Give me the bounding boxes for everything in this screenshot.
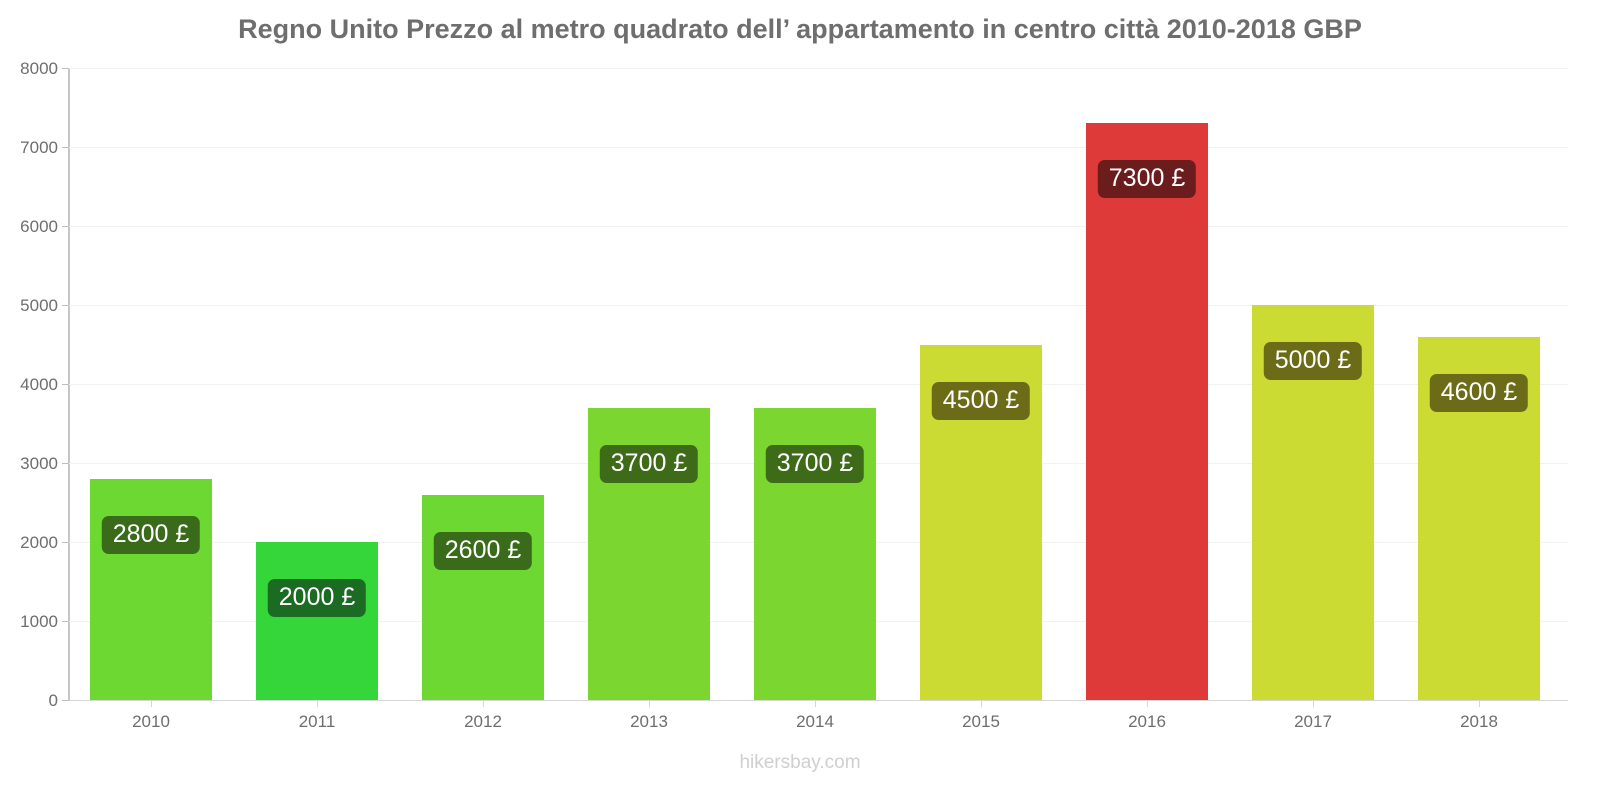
y-axis-tick-label: 7000 xyxy=(20,138,58,157)
x-axis-tick-label-2016: 2016 xyxy=(1128,712,1166,731)
x-axis-tick-mark xyxy=(1479,700,1480,707)
x-axis-tick-mark xyxy=(483,700,484,707)
x-axis-tick-mark xyxy=(1313,700,1314,707)
y-axis-tick-mark xyxy=(62,226,69,227)
y-axis-tick-label: 5000 xyxy=(20,296,58,315)
x-axis-tick-mark xyxy=(151,700,152,707)
bar-value-label: 2600 £ xyxy=(433,531,533,570)
x-axis-tick-mark xyxy=(981,700,982,707)
x-axis-tick-label-2018: 2018 xyxy=(1460,712,1498,731)
y-axis-tick-label: 6000 xyxy=(20,217,58,236)
y-axis-tick-label: 4000 xyxy=(20,375,58,394)
bar-value-label: 5000 £ xyxy=(1263,342,1363,380)
y-axis-tick-label: 3000 xyxy=(20,454,58,473)
x-axis-tick-label-2010: 2010 xyxy=(132,712,170,731)
bar-value-label: 2000 £ xyxy=(267,579,367,617)
bar-2012[interactable]: 2600 £ xyxy=(422,494,544,700)
x-axis-tick-mark xyxy=(649,700,650,707)
x-axis-tick-label-2015: 2015 xyxy=(962,712,1000,731)
y-axis-tick-mark xyxy=(62,384,69,385)
page-title: Regno Unito Prezzo al metro quadrato del… xyxy=(238,14,1362,44)
bar-value-label: 2800 £ xyxy=(101,515,201,554)
bar-value-label: 4600 £ xyxy=(1429,373,1529,412)
y-axis-tick-mark xyxy=(62,147,69,148)
bar-2018[interactable]: 4600 £ xyxy=(1418,336,1540,700)
bar-2015[interactable]: 4500 £ xyxy=(920,344,1042,700)
y-axis-tick-mark xyxy=(62,463,69,464)
x-axis-tick-mark xyxy=(317,700,318,707)
grid-line xyxy=(68,305,1568,306)
x-axis-tick-label-2011: 2011 xyxy=(298,712,336,731)
x-axis-tick-label-2013: 2013 xyxy=(630,712,668,731)
grid-line xyxy=(68,226,1568,227)
y-axis-tick-mark xyxy=(62,621,69,622)
x-axis-tick-label-2017: 2017 xyxy=(1294,712,1332,731)
bar-value-label: 3700 £ xyxy=(765,444,865,483)
x-axis-tick-mark xyxy=(815,700,816,707)
bar-2016[interactable]: 7300 £ xyxy=(1086,123,1208,700)
grid-line xyxy=(68,700,1568,701)
footer-credit: hikersbay.com xyxy=(739,752,861,773)
plot-area: 2800 £ 2000 £ 2600 £ 3700 £ 3700 £ 4500 £ 7300… xyxy=(68,68,1568,701)
y-axis-tick-label: 8000 xyxy=(20,59,58,78)
y-axis-tick-mark xyxy=(62,305,69,306)
y-axis-tick-label: 0 xyxy=(48,691,58,710)
bar-2011[interactable]: 2000 £ xyxy=(256,542,378,700)
x-axis-tick-label-2012: 2012 xyxy=(464,712,502,731)
bar-2017[interactable]: 5000 £ xyxy=(1252,305,1374,700)
y-axis-tick-mark xyxy=(62,68,69,69)
bar-value-label: 4500 £ xyxy=(931,381,1031,420)
x-axis-tick-label-2014: 2014 xyxy=(796,712,834,731)
grid-line xyxy=(68,384,1568,385)
bar-2013[interactable]: 3700 £ xyxy=(588,407,710,700)
bar-2014[interactable]: 3700 £ xyxy=(754,407,876,700)
bar-value-label: 7300 £ xyxy=(1097,160,1197,199)
grid-line xyxy=(68,147,1568,148)
y-axis-tick-label: 2000 xyxy=(20,533,58,552)
grid-line xyxy=(68,68,1568,69)
bar-2010[interactable]: 2800 £ xyxy=(90,478,212,700)
y-axis-tick-mark xyxy=(62,542,69,543)
y-axis-tick-mark xyxy=(62,700,69,701)
bar-value-label: 3700 £ xyxy=(599,444,699,483)
y-axis-tick-label: 1000 xyxy=(20,612,58,631)
x-axis-tick-mark xyxy=(1147,700,1148,707)
